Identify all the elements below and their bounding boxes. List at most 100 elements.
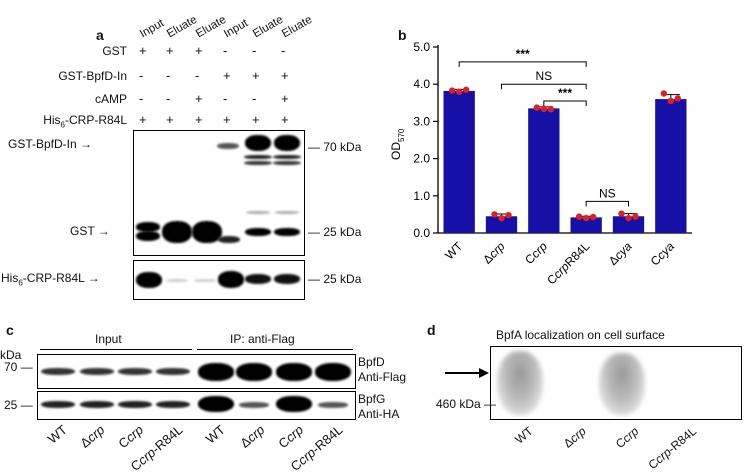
bar	[655, 99, 687, 233]
lane-header: Eluate	[194, 13, 229, 41]
arrow-label-gst-bpfd-in: GST-BpfD-In →	[8, 137, 93, 151]
significance-bracket	[458, 61, 587, 67]
band	[166, 279, 188, 282]
band	[275, 211, 299, 214]
band	[198, 363, 234, 381]
condition-sign: -	[252, 43, 257, 58]
group-line-ip	[197, 349, 353, 350]
significance-label: NS	[599, 186, 616, 200]
band	[245, 228, 271, 236]
condition-sign: +	[166, 112, 174, 127]
significance-label: ***	[516, 47, 530, 61]
marker-25kda: — 25 kDa	[308, 225, 362, 239]
band	[136, 272, 162, 288]
group-line-input	[40, 349, 192, 350]
panel-b-letter: b	[398, 27, 407, 43]
y-tick-label: 2.0	[413, 152, 430, 166]
condition-sign: -	[166, 68, 171, 83]
y-tick-label: 3.0	[413, 114, 430, 128]
condition-sign: +	[252, 68, 260, 83]
band	[274, 228, 300, 236]
band	[236, 363, 272, 381]
condition-label: GST	[102, 44, 127, 58]
panel-d-title: BpfA localization on cell surface	[496, 328, 665, 342]
x-tick-label: CcrpR84L	[544, 239, 592, 287]
lane-label: WT	[44, 422, 70, 447]
lane-label: Δcrp	[561, 424, 589, 451]
condition-sign: +	[252, 112, 260, 127]
condition-label: GST-BpfD-In	[58, 69, 127, 83]
panel-c-letter: c	[6, 322, 14, 338]
x-tick-label: Ccrp	[522, 239, 550, 267]
lane-label: Δcrp	[237, 422, 268, 451]
condition-sign: +	[223, 68, 231, 83]
data-point	[582, 214, 590, 222]
band	[276, 396, 312, 412]
lane-header: Eluate	[251, 13, 286, 41]
kda-label: kDa	[0, 348, 22, 362]
label-anti-flag: Anti-Flag	[358, 370, 407, 384]
data-point	[660, 90, 668, 97]
data-point	[618, 210, 625, 217]
band	[198, 396, 234, 412]
data-point	[674, 95, 682, 102]
condition-sign: +	[139, 112, 147, 127]
marker-460kda: 460 kDa —	[436, 397, 497, 411]
band	[239, 402, 269, 408]
band	[80, 368, 114, 375]
data-point	[589, 213, 597, 221]
bar	[570, 217, 602, 233]
data-point	[498, 214, 505, 222]
band	[276, 363, 312, 381]
pulldown-blot-lower	[133, 260, 305, 300]
bar	[528, 108, 560, 233]
label-anti-ha: Anti-HA	[358, 407, 400, 421]
data-point	[491, 211, 498, 218]
coip-blot-bpfg	[37, 391, 356, 420]
arrow-label-gst: GST →	[70, 224, 110, 238]
band	[41, 368, 75, 375]
condition-sign: +	[195, 91, 203, 106]
group-label-ip-anti-flag: IP: anti-Flag	[230, 332, 295, 346]
band	[217, 143, 239, 149]
lane-label: Δcrp	[77, 422, 108, 451]
data-point	[462, 86, 470, 93]
condition-sign: +	[281, 91, 289, 106]
condition-sign: +	[166, 43, 174, 58]
band	[599, 353, 645, 415]
panel-d-letter: d	[427, 322, 436, 338]
y-tick-label: 5.0	[413, 40, 430, 54]
data-point	[505, 211, 512, 219]
coip-blot-bpfd	[37, 354, 356, 389]
band	[136, 222, 160, 232]
marker-70kda: — 70 kDa	[308, 140, 362, 154]
condition-sign: -	[166, 91, 171, 106]
label-bpfd: BpfD	[358, 355, 385, 369]
band	[274, 274, 300, 284]
lane-label: WT	[512, 424, 536, 447]
y-axis-label: OD570	[389, 128, 406, 160]
data-point	[667, 97, 675, 105]
condition-sign: -	[195, 68, 200, 83]
lane-header: Eluate	[165, 13, 200, 41]
band	[136, 231, 160, 241]
band	[244, 161, 272, 165]
band	[273, 155, 301, 159]
band	[497, 351, 543, 415]
data-point	[448, 87, 456, 94]
condition-sign: -	[139, 68, 144, 83]
x-tick-label: Ccya	[648, 239, 677, 268]
condition-label: cAMP	[94, 92, 127, 106]
band	[156, 401, 190, 408]
data-point	[632, 213, 639, 220]
condition-sign: +	[195, 112, 203, 127]
condition-sign: -	[281, 43, 286, 58]
band	[80, 401, 114, 408]
lane-label: Ccrp	[114, 422, 146, 452]
significance-bracket	[585, 200, 629, 207]
condition-label: His6-CRP-R84L	[43, 113, 127, 130]
band	[246, 211, 270, 214]
significance-bracket	[501, 83, 587, 90]
band	[273, 161, 301, 165]
band	[218, 236, 240, 243]
